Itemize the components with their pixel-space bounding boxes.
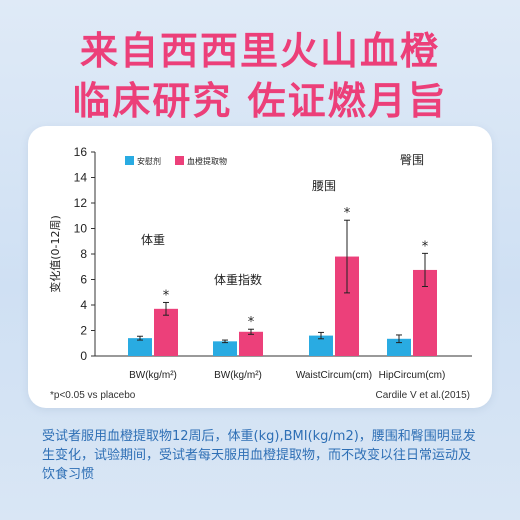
significance-marker: * [248,315,255,330]
bar-placebo-0 [128,338,152,356]
bar-placebo-1 [213,341,237,356]
y-tick-label: 0 [80,349,87,363]
source-citation: Cardile V et al.(2015) [375,390,471,401]
x-category-label: WaistCircum(cm) [296,370,372,381]
group-label: 体重 [141,233,165,247]
legend-label-0: 安慰剂 [137,156,161,166]
y-tick-label: 10 [74,222,88,236]
legend-label-1: 血橙提取物 [187,156,227,166]
group-label: 腰围 [312,179,336,193]
x-category-label: HipCircum(cm) [379,370,446,381]
significance-marker: * [344,206,351,221]
bar-extract-1 [239,331,263,356]
headline-line-2: 临床研究 佐证燃月旨 [72,79,448,123]
y-tick-label: 14 [74,171,88,185]
y-tick-label: 6 [80,273,87,287]
y-tick-label: 8 [80,247,87,261]
significance-footnote: *p<0.05 vs placebo [50,390,136,401]
bar-placebo-2 [309,335,333,356]
legend-swatch-0 [125,156,134,165]
x-category-label: BW(kg/m²) [214,370,262,381]
y-tick-label: 4 [80,298,87,312]
significance-marker: * [422,239,429,254]
study-description: 受试者服用血橙提取物12周后，体重(kg),BMI(kg/m2)，腰围和臀围明显… [42,429,476,482]
y-tick-label: 12 [74,196,88,210]
x-category-label: BW(kg/m²) [129,370,177,381]
group-label: 体重指数 [214,272,262,287]
bar-placebo-3 [387,338,411,356]
legend-swatch-1 [175,156,184,165]
significance-marker: * [163,288,170,303]
chart-card [28,126,492,408]
y-axis-title: 变化值(0-12周) [48,215,62,293]
y-tick-label: 16 [74,145,88,159]
group-label: 臀围 [400,153,424,167]
bar-extract-0 [154,308,178,356]
bar-chart: 0 2 4 6 8 10 12 14 16 变化值(0-12周) 安慰剂 血橙提取物 * BW(kg/m²… [48,145,472,381]
headline-line-1: 来自西西里火山血橙 [79,29,440,73]
y-tick-label: 2 [80,324,87,338]
